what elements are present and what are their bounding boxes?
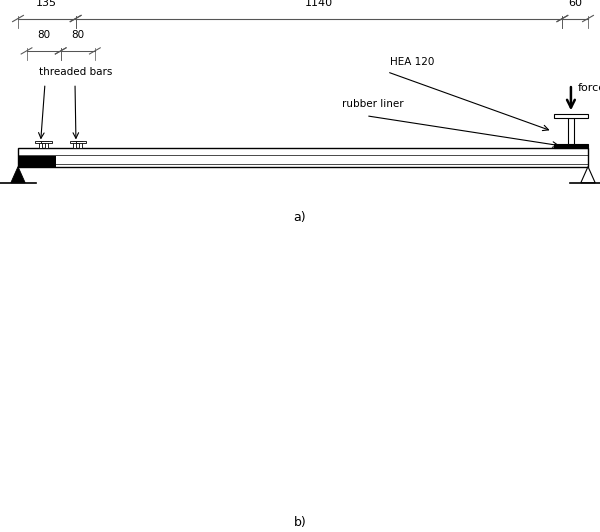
- Bar: [41, 141, 52, 143]
- Text: 1140: 1140: [305, 0, 333, 8]
- Bar: [18, 148, 588, 167]
- Text: 135: 135: [37, 0, 58, 8]
- Text: b): b): [293, 516, 307, 529]
- Bar: [35, 141, 46, 143]
- Bar: [76, 141, 86, 143]
- Bar: [73, 141, 76, 148]
- Text: threaded bars: threaded bars: [39, 66, 112, 77]
- Text: 80: 80: [37, 30, 50, 40]
- Bar: [554, 144, 589, 148]
- Text: force: force: [578, 82, 600, 93]
- Bar: [79, 141, 82, 148]
- Text: HEA 120: HEA 120: [390, 57, 434, 68]
- Bar: [568, 119, 574, 144]
- Bar: [70, 141, 80, 143]
- Bar: [18, 156, 56, 167]
- Text: a): a): [293, 212, 307, 225]
- Text: rubber liner: rubber liner: [342, 99, 404, 109]
- Bar: [45, 141, 48, 148]
- Polygon shape: [11, 167, 25, 183]
- Bar: [39, 141, 42, 148]
- Bar: [554, 114, 589, 119]
- Text: 60: 60: [568, 0, 582, 8]
- Text: 80: 80: [71, 30, 85, 40]
- Polygon shape: [581, 167, 595, 183]
